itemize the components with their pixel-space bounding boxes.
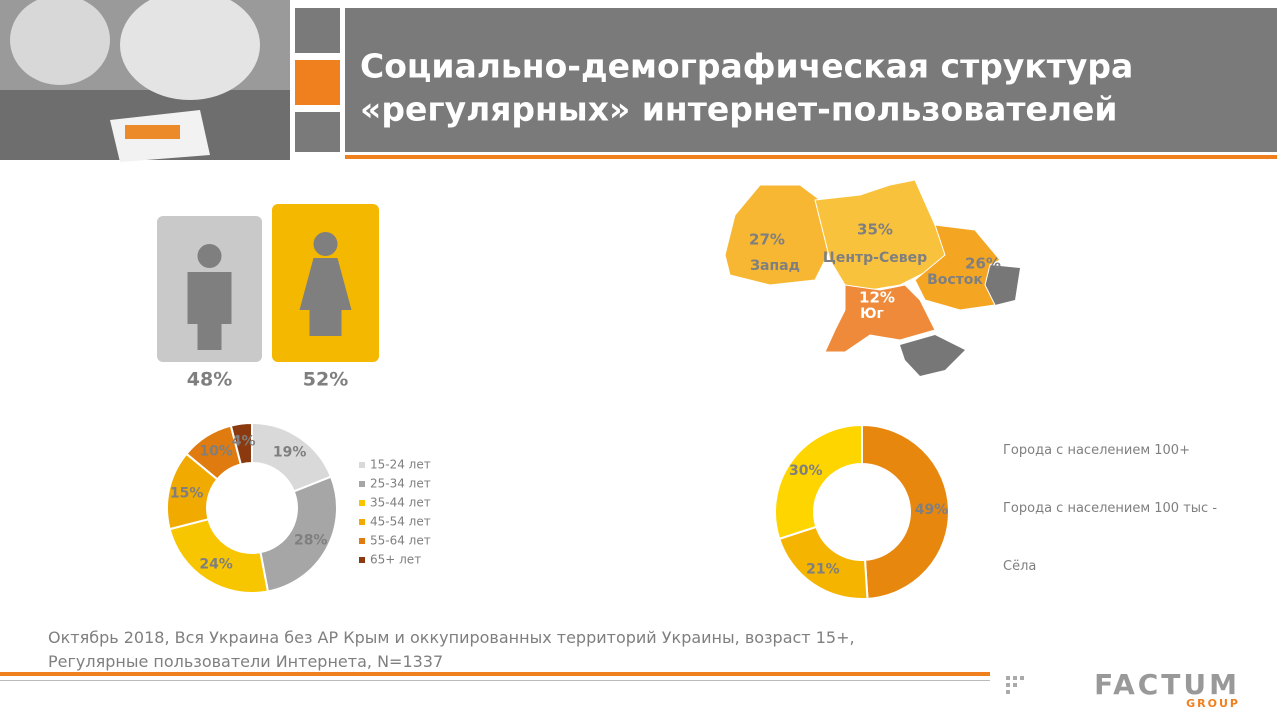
legend-item: Сёла — [1003, 558, 1223, 575]
region-name: Запад — [750, 258, 800, 274]
legend-label: 25-34 лет — [370, 477, 431, 491]
logo-dots — [1006, 676, 1024, 694]
slice-label: 24% — [199, 557, 233, 573]
legend-label: Города с населением 100 тыс - — [1003, 501, 1218, 516]
footer-line — [0, 680, 990, 681]
donut-slice — [229, 421, 253, 466]
person-head — [197, 244, 222, 268]
logo-sub: GROUP — [1186, 697, 1240, 710]
title-bar — [345, 8, 1277, 152]
slice-label: 19% — [273, 445, 307, 461]
photo-person — [10, 0, 110, 85]
region-value: 26% — [965, 255, 1001, 273]
footnote: Октябрь 2018, Вся Украина без АР Крым и … — [48, 628, 855, 647]
region-name: Центр-Север — [823, 250, 927, 266]
title: «регулярных» интернет-пользователей — [360, 90, 1118, 129]
legend-marker — [359, 538, 365, 544]
person-head — [313, 232, 338, 256]
map-region — [824, 284, 936, 353]
slice-label: 30% — [789, 463, 823, 479]
legend-label: Сёла — [1003, 559, 1037, 574]
header-block — [295, 60, 340, 105]
map-occupied — [985, 265, 1020, 305]
photo-person — [120, 0, 260, 100]
legend-label: 65+ лет — [370, 553, 421, 567]
legend-marker — [359, 557, 365, 563]
legend-item: Города с населением 100+ — [1003, 442, 1223, 459]
region-value: 12% — [859, 289, 895, 307]
footer-line — [0, 672, 990, 676]
legend-label: 15-24 лет — [370, 458, 431, 472]
header-block — [295, 8, 340, 53]
region-value: 35% — [857, 221, 893, 239]
legend-label: 55-64 лет — [370, 534, 431, 548]
footnote: Регулярные пользователи Интернета, N=133… — [48, 652, 444, 671]
slice-label: 4% — [232, 434, 256, 450]
map-region — [914, 224, 1001, 311]
gender-value: 48% — [187, 369, 232, 391]
map-occupied — [900, 335, 965, 376]
person-body — [187, 272, 232, 350]
legend-label: 35-44 лет — [370, 496, 431, 510]
donut-slice — [259, 475, 338, 593]
legend-marker — [359, 519, 365, 525]
legend-marker — [359, 462, 365, 468]
legend-marker — [359, 481, 365, 487]
title: Социально-демографическая структура — [360, 47, 1133, 86]
legend-marker — [359, 500, 365, 506]
region-name: Восток — [927, 272, 983, 288]
slice-label: 28% — [294, 532, 328, 548]
slice-label: 21% — [806, 561, 840, 577]
gender-value: 52% — [303, 369, 348, 391]
legend-label: 45-54 лет — [370, 515, 431, 529]
region-name: Юг — [860, 306, 884, 322]
legend-item: Города с населением 100 тыс - — [1003, 500, 1223, 517]
title-underline — [345, 155, 1277, 159]
person-body — [299, 258, 352, 336]
logo: FACTUM — [1094, 668, 1240, 701]
slice-label: 49% — [915, 502, 949, 518]
legend-label: Города с населением 100+ — [1003, 443, 1190, 458]
region-value: 27% — [749, 231, 785, 249]
slice-label: 15% — [170, 485, 204, 501]
slice-label: 10% — [199, 443, 233, 459]
photo-document-chart — [125, 125, 180, 139]
header-block — [295, 112, 340, 152]
donut-slice — [774, 423, 863, 541]
donut-slice — [861, 423, 950, 600]
